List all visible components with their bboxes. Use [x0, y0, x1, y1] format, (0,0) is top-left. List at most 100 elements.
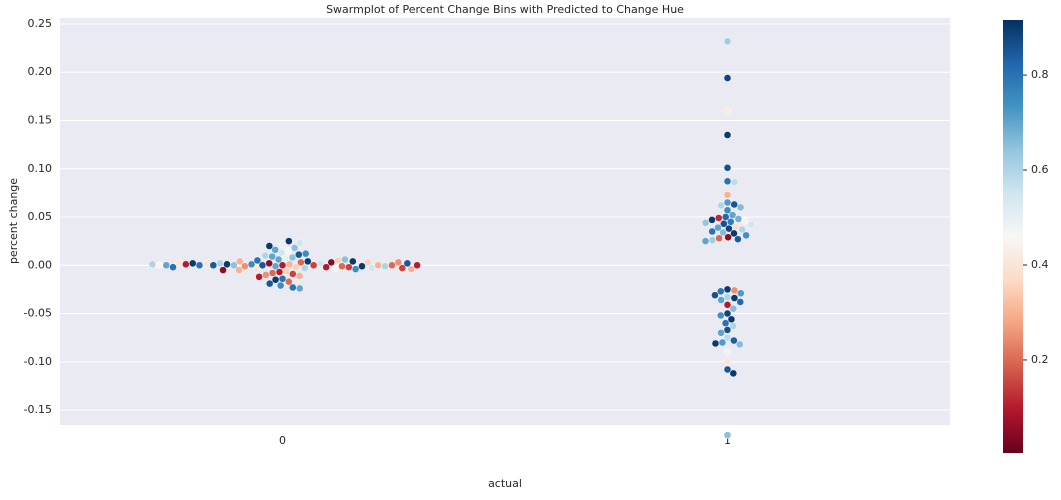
swarm-point [266, 279, 274, 288]
swarm-point [729, 322, 737, 330]
swarm-point [723, 301, 732, 309]
swarm-point [708, 227, 716, 236]
swarm-point [734, 215, 743, 223]
swarm-point [368, 264, 376, 272]
swarm-point [381, 262, 389, 270]
swarm-point [261, 251, 269, 260]
swarm-point [316, 259, 325, 268]
swarm-point [728, 211, 737, 219]
swarm-point [155, 261, 163, 269]
y-tick-label: 0.00 [28, 258, 53, 271]
swarm-point [701, 237, 710, 245]
swarm-point [729, 369, 738, 378]
swarm-point [282, 267, 291, 275]
colorbar-tick-label: 0.8 [1031, 68, 1049, 81]
swarm-point [202, 260, 211, 269]
swarm-point [284, 247, 292, 255]
swarm-point [278, 240, 287, 248]
y-tick-label: -0.05 [24, 307, 52, 320]
swarm-point [723, 131, 732, 139]
swarm-point [295, 272, 304, 280]
swarm-point [175, 259, 183, 268]
swarm-point [255, 273, 263, 281]
swarm-point [723, 348, 732, 356]
swarm-point [271, 276, 280, 284]
swarm-point [285, 237, 293, 245]
swarm-point [331, 264, 339, 272]
swarm-point [268, 252, 276, 261]
swarm-point [723, 107, 732, 115]
swarm-point [148, 260, 157, 269]
plot-area [60, 18, 950, 425]
swarm-point [277, 249, 286, 257]
swarm-point [274, 255, 283, 264]
swarm-point [711, 339, 720, 348]
swarm-point [723, 191, 732, 199]
swarm-point [723, 198, 732, 207]
swarm-point [288, 253, 297, 262]
swarm-point [349, 257, 357, 266]
swarm-point [394, 258, 403, 267]
swarm-point [278, 275, 287, 283]
swarm-point [723, 326, 732, 334]
x-tick-label: 0 [279, 434, 286, 447]
swarm-point [715, 234, 723, 242]
x-tick-label: 1 [724, 434, 731, 447]
swarm-point [717, 287, 725, 296]
swarm-point [252, 265, 261, 273]
swarm-point [275, 268, 284, 276]
swarm-point [209, 261, 218, 269]
swarm-point [723, 74, 732, 82]
swarm-point [723, 285, 732, 294]
swarm-point [289, 283, 297, 292]
swarm-point [727, 315, 736, 324]
swarm-point [169, 263, 177, 271]
swarm-point [322, 263, 330, 271]
swarm-point [723, 177, 732, 186]
swarm-point [724, 233, 732, 241]
swarm-point [723, 164, 732, 172]
y-tick-label: 0.05 [28, 210, 53, 223]
swarm-point [189, 259, 197, 268]
swarm-point [730, 336, 738, 345]
swarm-point [296, 284, 304, 293]
swarm-point [721, 319, 730, 327]
swarm-point [719, 228, 727, 237]
swarm-point [727, 218, 735, 226]
swarm-point [737, 289, 745, 297]
swarm-point [309, 261, 318, 269]
swarm-point [730, 178, 739, 186]
swarm-point [253, 256, 262, 265]
swarm-point [736, 340, 744, 349]
swarm-point [730, 286, 739, 295]
swarm-point [334, 256, 342, 265]
swarm-point [730, 200, 738, 209]
swarm-point [715, 214, 723, 222]
swarm-point [358, 262, 366, 270]
swarm-point [403, 259, 412, 268]
swarm-point [729, 305, 738, 313]
swarm-point [723, 293, 732, 301]
swarm-point [285, 260, 294, 269]
swarm-point [295, 250, 303, 259]
swarm-point [723, 309, 732, 318]
swarm-point [162, 261, 170, 269]
swarm-point [736, 203, 745, 212]
x-axis-label: actual [488, 477, 522, 490]
swarm-point [720, 220, 728, 228]
swarm-point [290, 244, 299, 252]
swarm-point [265, 242, 274, 250]
swarm-point [271, 246, 279, 254]
swarm-point [285, 277, 293, 286]
y-axis-label: percent change [7, 178, 20, 264]
swarm-point [296, 239, 304, 247]
swarm-point [711, 291, 719, 299]
swarm-point [182, 260, 190, 269]
swarm-point [723, 431, 732, 439]
swarm-point [235, 266, 243, 274]
swarm-point [717, 296, 725, 304]
y-tick-label: -0.10 [24, 355, 52, 368]
swarm-point [236, 257, 244, 266]
swarm-point [708, 236, 717, 244]
